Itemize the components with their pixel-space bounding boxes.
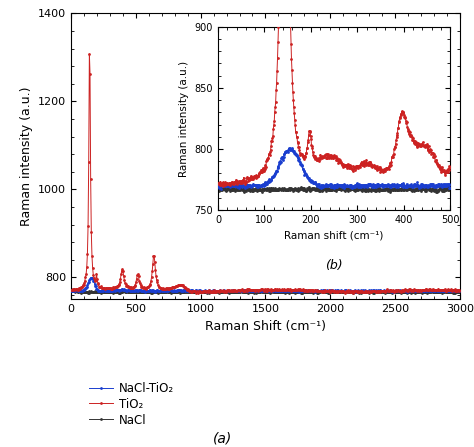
Text: (a): (a) <box>213 431 232 446</box>
NaCl-TiO₂ <box>137 287 143 293</box>
TiO₂ <box>362 289 367 294</box>
X-axis label: Raman shift (cm⁻¹): Raman shift (cm⁻¹) <box>284 231 384 240</box>
NaCl-TiO₂ <box>169 288 174 293</box>
NaCl-TiO₂ <box>298 288 303 293</box>
NaCl <box>68 287 74 292</box>
TiO₂ <box>169 285 174 290</box>
Y-axis label: Raman intensity (a.u.): Raman intensity (a.u.) <box>179 60 189 177</box>
NaCl-TiO₂ <box>362 287 367 293</box>
NaCl-TiO₂ <box>68 288 74 294</box>
TiO₂ <box>342 290 347 295</box>
NaCl-TiO₂ <box>89 275 95 280</box>
TiO₂ <box>137 283 143 288</box>
NaCl <box>456 289 462 295</box>
TiO₂ <box>328 288 334 294</box>
Legend: NaCl-TiO₂, TiO₂, NaCl: NaCl-TiO₂, TiO₂, NaCl <box>85 377 179 431</box>
NaCl-TiO₂ <box>312 289 318 295</box>
Line: NaCl: NaCl <box>70 288 461 295</box>
NaCl-TiO₂ <box>456 288 462 294</box>
TiO₂ <box>68 287 74 292</box>
NaCl <box>245 289 250 295</box>
NaCl <box>169 289 174 295</box>
NaCl <box>137 289 143 295</box>
NaCl <box>168 291 174 296</box>
Text: (b): (b) <box>325 259 343 272</box>
NaCl-TiO₂ <box>245 288 250 294</box>
TiO₂ <box>245 287 250 292</box>
TiO₂ <box>87 51 92 57</box>
NaCl-TiO₂ <box>329 287 335 293</box>
TiO₂ <box>298 287 303 293</box>
NaCl <box>328 289 334 294</box>
TiO₂ <box>456 287 462 293</box>
X-axis label: Raman Shift (cm⁻¹): Raman Shift (cm⁻¹) <box>205 320 326 333</box>
Y-axis label: Raman intensity (a.u.): Raman intensity (a.u.) <box>19 87 33 226</box>
NaCl <box>361 289 367 295</box>
NaCl <box>298 290 303 295</box>
Line: TiO₂: TiO₂ <box>70 53 461 294</box>
Line: NaCl-TiO₂: NaCl-TiO₂ <box>70 276 461 294</box>
